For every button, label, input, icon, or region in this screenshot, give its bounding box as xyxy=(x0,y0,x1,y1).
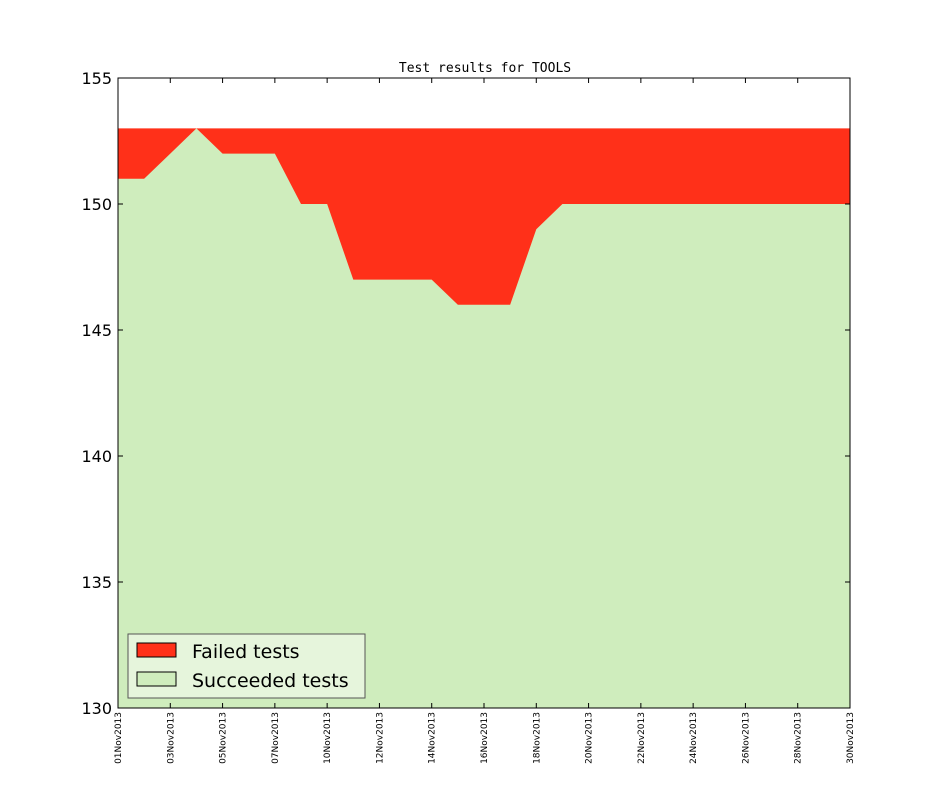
y-tick-label: 135 xyxy=(81,573,112,592)
x-tick-label: 24Nov2013 xyxy=(689,712,699,764)
y-tick-label: 155 xyxy=(81,69,112,88)
x-tick-label: 14Nov2013 xyxy=(428,712,438,764)
y-tick-label: 130 xyxy=(81,699,112,718)
x-tick-label: 16Nov2013 xyxy=(480,712,490,764)
x-tick-label: 18Nov2013 xyxy=(532,712,542,764)
legend-label-succeeded-tests: Succeeded tests xyxy=(192,670,349,692)
area-succeeded-tests xyxy=(118,128,850,708)
x-tick-label: 22Nov2013 xyxy=(637,712,647,764)
legend-label-failed-tests: Failed tests xyxy=(192,641,300,663)
series-layer xyxy=(118,128,850,708)
x-tick-label: 03Nov2013 xyxy=(166,712,176,764)
legend-swatch-failed-tests xyxy=(136,642,177,658)
x-tick-label: 01Nov2013 xyxy=(114,712,124,764)
legend: Failed tests Succeeded tests xyxy=(127,633,366,699)
x-tick-label: 12Nov2013 xyxy=(375,712,385,764)
x-tick-label: 05Nov2013 xyxy=(219,712,229,764)
x-tick-label: 20Nov2013 xyxy=(585,712,595,764)
x-tick-label: 10Nov2013 xyxy=(323,712,333,764)
y-tick-label: 140 xyxy=(81,447,112,466)
x-tick-label: 30Nov2013 xyxy=(846,712,856,764)
axes-layer: 130 135 140 145 150 155 01Nov2013 03Nov2013 05No… xyxy=(81,69,856,764)
y-tick-label: 150 xyxy=(81,195,112,214)
x-tick-label: 26Nov2013 xyxy=(741,712,751,764)
legend-swatch-succeeded-tests xyxy=(136,671,177,687)
x-tick-label: 28Nov2013 xyxy=(794,712,804,764)
x-tick-label: 07Nov2013 xyxy=(271,712,281,764)
chart-title: Test results for TOOLS xyxy=(399,61,571,76)
y-tick-label: 145 xyxy=(81,321,112,340)
